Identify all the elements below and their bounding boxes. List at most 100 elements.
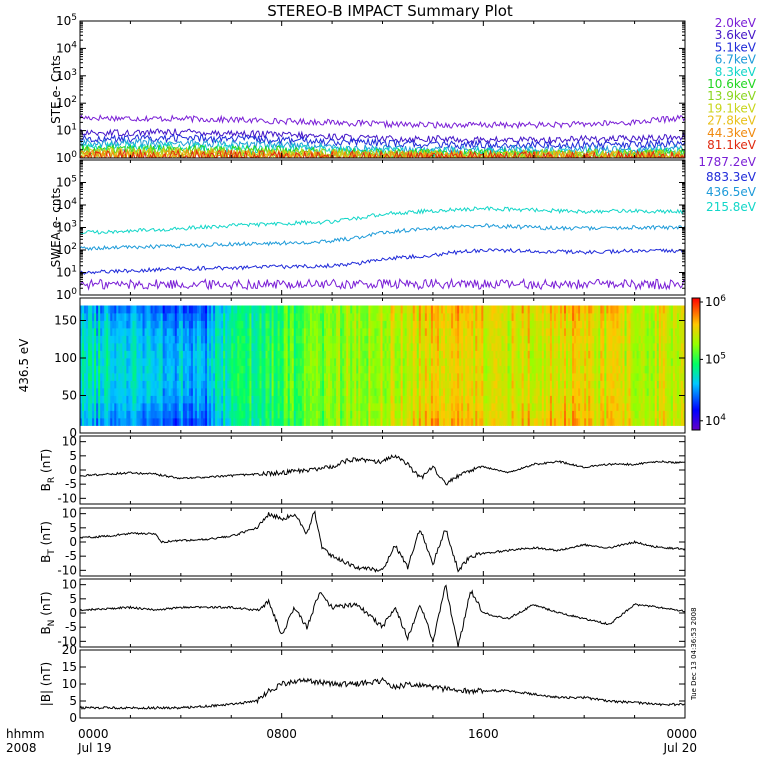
heatmap-cell (384, 343, 387, 351)
heatmap-cell (305, 335, 309, 344)
heatmap-cell (648, 343, 652, 351)
heatmap-cell (473, 343, 476, 351)
heatmap-cell (243, 350, 246, 359)
heatmap-cell (358, 350, 361, 359)
heatmap-cell (656, 410, 660, 419)
heatmap-cell (590, 403, 593, 411)
heatmap-cell (426, 358, 430, 366)
heatmap-cell (505, 313, 508, 321)
heatmap-cell (156, 305, 160, 314)
heatmap-cell (376, 343, 379, 351)
heatmap-cell (303, 335, 307, 344)
heatmap-cell (511, 410, 514, 419)
heatmap-cell (449, 418, 452, 426)
heatmap-cell (338, 410, 341, 419)
heatmap-cell (628, 358, 631, 366)
heatmap-cell (255, 320, 258, 329)
heatmap-cell (362, 358, 365, 366)
heatmap-cell (336, 403, 339, 411)
heatmap-cell (656, 335, 660, 344)
heatmap-cell (134, 365, 137, 374)
heatmap-cell (352, 358, 355, 366)
heatmap-cell (287, 388, 291, 396)
heatmap-cell (539, 403, 543, 411)
heatmap-cell (398, 410, 402, 419)
heatmap-cell (380, 388, 383, 396)
heatmap-cell (461, 305, 464, 314)
heatmap-cell (608, 343, 611, 351)
heatmap-cell (229, 395, 232, 404)
heatmap-cell (590, 373, 593, 381)
heatmap-cell (130, 358, 133, 366)
heatmap-cell (259, 403, 262, 411)
heatmap-cell (299, 373, 303, 381)
heatmap-cell (346, 418, 349, 426)
heatmap-cell (225, 418, 228, 426)
heatmap-cell (449, 335, 452, 344)
heatmap-cell (118, 418, 121, 426)
heatmap-cell (574, 313, 577, 321)
heatmap-cell (422, 388, 426, 396)
heatmap-cell (620, 388, 623, 396)
heatmap-cell (317, 410, 321, 419)
heatmap-cell (188, 365, 192, 374)
heatmap-cell (239, 373, 242, 381)
heatmap-cell (150, 395, 153, 404)
heatmap-cell (501, 418, 504, 426)
heatmap-cell (656, 343, 660, 351)
heatmap-cell (374, 358, 377, 366)
heatmap-cell (366, 358, 369, 366)
heatmap-cell (122, 305, 125, 314)
heatmap-cell (662, 305, 666, 314)
heatmap-cell (188, 418, 192, 426)
heatmap-cell (356, 388, 359, 396)
heatmap-cell (150, 388, 153, 396)
heatmap-cell (118, 365, 121, 374)
heatmap-cell (457, 350, 460, 359)
heatmap-cell (507, 320, 510, 329)
heatmap-cell (322, 380, 325, 389)
heatmap-cell (269, 388, 272, 396)
heatmap-cell (188, 395, 192, 404)
heatmap-cell (440, 320, 444, 329)
heatmap-cell (557, 350, 561, 359)
heatmap-cell (170, 320, 174, 329)
heatmap-cell (598, 320, 601, 329)
heatmap-cell (588, 320, 591, 329)
heatmap-cell (598, 418, 601, 426)
heatmap-cell (223, 410, 226, 419)
heatmap-cell (86, 418, 89, 426)
heatmap-cell (360, 350, 363, 359)
heatmap-cell (223, 343, 226, 351)
heatmap-cell (580, 320, 583, 329)
heatmap-cell (219, 380, 222, 389)
heatmap-cell (614, 388, 617, 396)
heatmap-cell (134, 313, 137, 321)
heatmap-cell (513, 320, 516, 329)
heatmap-cell (531, 395, 535, 404)
heatmap-cell (622, 350, 625, 359)
heatmap-cell (509, 320, 512, 329)
heatmap-cell (168, 305, 172, 314)
heatmap-cell (164, 418, 168, 426)
heatmap-cell (303, 313, 307, 321)
heatmap-cell (158, 410, 162, 419)
heatmap-cell (572, 365, 575, 374)
heatmap-cell (384, 335, 387, 344)
heatmap-cell (328, 328, 331, 336)
heatmap-cell (122, 373, 125, 381)
heatmap-cell (160, 313, 164, 321)
heatmap-cell (138, 418, 141, 426)
heatmap-cell (594, 418, 597, 426)
heatmap-cell (384, 350, 387, 359)
heatmap-cell (354, 313, 357, 321)
heatmap-cell (160, 365, 164, 374)
heatmap-cell (358, 343, 361, 351)
heatmap-cell (568, 335, 571, 344)
heatmap-cell (420, 350, 424, 359)
heatmap-cell (584, 358, 587, 366)
heatmap-cell (481, 410, 484, 419)
heatmap-cell (545, 380, 549, 389)
heatmap-cell (203, 320, 206, 329)
heatmap-cell (104, 305, 107, 314)
